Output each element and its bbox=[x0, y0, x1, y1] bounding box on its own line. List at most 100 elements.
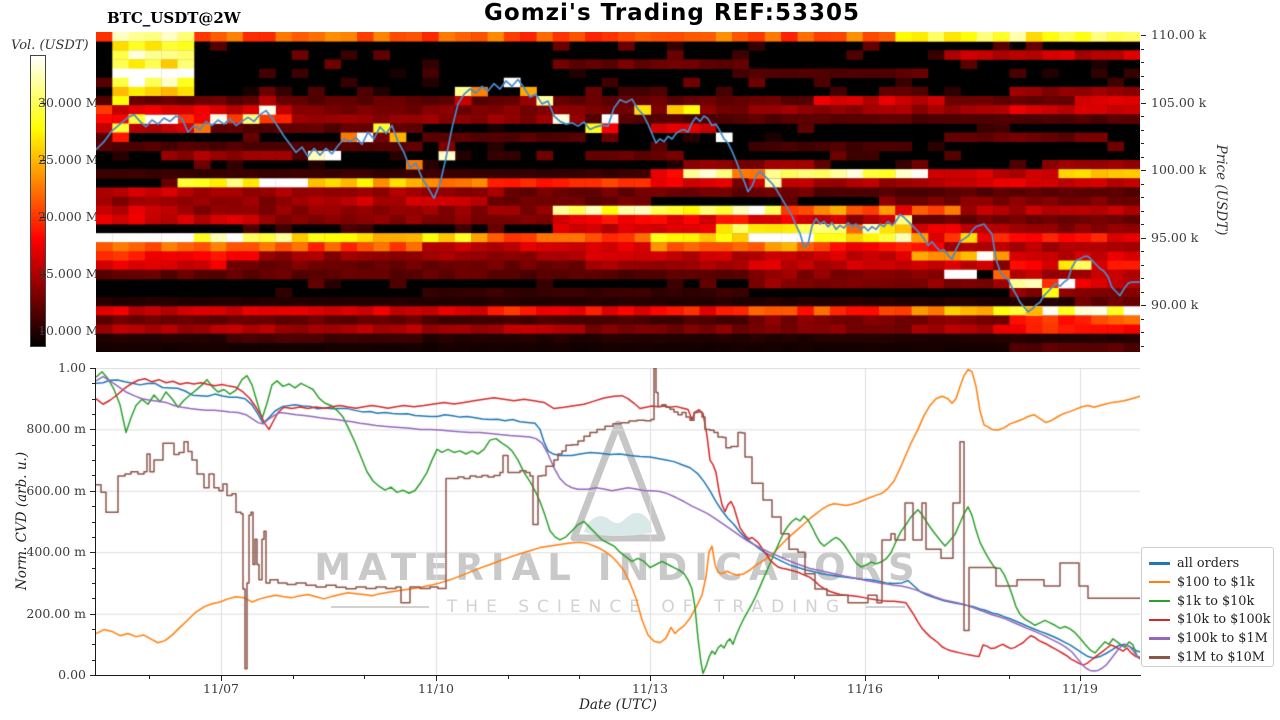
cvd-x-tick-label: 11/10 bbox=[417, 681, 455, 696]
cvd-y-minor-tick bbox=[92, 444, 95, 446]
price-minor-tick bbox=[1141, 251, 1144, 252]
price-minor-tick bbox=[1141, 62, 1144, 63]
colorbar-tick bbox=[40, 217, 46, 218]
cvd-y-minor-tick bbox=[92, 644, 95, 646]
cvd-y-minor-tick bbox=[92, 398, 95, 400]
price-minor-tick bbox=[1141, 278, 1144, 279]
cvd-y-major-tick bbox=[90, 675, 95, 676]
colorbar-tick-label: 20.000 M bbox=[38, 209, 99, 224]
price-minor-tick bbox=[1141, 264, 1144, 266]
legend-swatch-icon bbox=[1149, 618, 1170, 622]
legend-item: $1M to $10M bbox=[1149, 647, 1273, 666]
price-minor-tick bbox=[1141, 89, 1144, 90]
cvd-y-tick-label: 400.00 m bbox=[26, 544, 86, 560]
legend-item-label: all orders bbox=[1177, 556, 1240, 571]
cvd-y-major-tick bbox=[90, 368, 95, 369]
price-minor-tick bbox=[1141, 75, 1144, 77]
legend-swatch-icon bbox=[1149, 581, 1170, 584]
colorbar-tick bbox=[40, 103, 46, 104]
colorbar-tick bbox=[40, 274, 46, 275]
cvd-y-tick-label: 200.00 m bbox=[26, 605, 86, 621]
cvd-y-minor-tick bbox=[92, 383, 95, 385]
cvd-y-tick-label: 1.00 bbox=[58, 360, 86, 375]
price-minor-tick bbox=[1141, 318, 1144, 320]
cvd-x-tick-label: 11/07 bbox=[202, 681, 240, 696]
colorbar-tick-label: 10.000 M bbox=[38, 323, 99, 338]
legend-item: all orders bbox=[1149, 553, 1273, 572]
cvd-bottom-spine bbox=[95, 675, 1141, 676]
colorbar-tick-label: 25.000 M bbox=[38, 152, 99, 167]
symbol-label: BTC_USDT@2W bbox=[107, 9, 241, 27]
price-minor-tick bbox=[1141, 291, 1144, 293]
price-axis-title: Price (USDT) bbox=[1213, 144, 1229, 236]
price-minor-tick bbox=[1141, 210, 1144, 212]
cvd-y-minor-tick bbox=[92, 659, 95, 661]
price-major-tick bbox=[1141, 102, 1146, 104]
cvd-y-tick-label: 0.00 bbox=[58, 667, 86, 682]
cvd-y-tick-label: 600.00 m bbox=[26, 482, 86, 498]
cvd-x-tick-label: 11/13 bbox=[631, 681, 669, 696]
price-major-tick bbox=[1141, 237, 1146, 239]
price-minor-tick bbox=[1141, 129, 1144, 131]
legend-swatch-icon bbox=[1149, 562, 1170, 565]
cvd-y-minor-tick bbox=[92, 506, 95, 508]
legend-swatch-icon bbox=[1149, 656, 1170, 659]
colorbar-tick bbox=[40, 331, 46, 332]
cvd-x-major-tick bbox=[1080, 676, 1081, 681]
cvd-y-minor-tick bbox=[92, 582, 95, 584]
legend-swatch-icon bbox=[1149, 599, 1170, 603]
cvd-x-tick-label: 11/19 bbox=[1061, 681, 1099, 696]
price-tick-label: 95.00 k bbox=[1151, 229, 1199, 245]
cvd-y-minor-tick bbox=[92, 629, 95, 630]
colorbar-tick bbox=[40, 160, 46, 161]
legend-item: $100k to $1M bbox=[1149, 628, 1273, 647]
price-minor-tick bbox=[1141, 143, 1144, 144]
page-title: Gomzi's Trading REF:53305 bbox=[484, 0, 860, 26]
cvd-y-minor-tick bbox=[92, 475, 95, 477]
cvd-y-major-tick bbox=[90, 490, 95, 492]
cvd-x-minor-tick bbox=[1009, 676, 1011, 679]
price-tick-label: 105.00 k bbox=[1151, 94, 1207, 110]
cvd-x-minor-tick bbox=[579, 676, 581, 679]
price-minor-tick bbox=[1141, 224, 1144, 225]
price-tick-label: 100.00 k bbox=[1151, 162, 1207, 177]
cvd-x-tick-label: 11/16 bbox=[846, 681, 884, 696]
cvd-y-minor-tick bbox=[92, 598, 95, 600]
heatmap-canvas bbox=[96, 32, 1140, 352]
cvd-y-major-tick bbox=[90, 613, 95, 615]
cvd-x-minor-tick bbox=[292, 676, 294, 679]
colorbar-title: Vol. (USDT) bbox=[11, 38, 89, 53]
cvd-y-axis-title: Norm. CVD (arb. u.) bbox=[14, 451, 30, 591]
legend-item-label: $10k to $100k bbox=[1177, 612, 1271, 628]
price-minor-tick bbox=[1141, 332, 1144, 333]
price-tick-label: 110.00 k bbox=[1151, 27, 1207, 42]
legend-item: $100 to $1k bbox=[1149, 572, 1273, 591]
price-major-tick bbox=[1141, 35, 1146, 36]
cvd-y-minor-tick bbox=[92, 414, 95, 416]
cvd-x-major-tick bbox=[436, 676, 437, 681]
price-tick-label: 90.00 k bbox=[1151, 297, 1199, 312]
legend-item-label: $1k to $10k bbox=[1177, 593, 1255, 609]
colorbar-tick-label: 15.000 M bbox=[38, 266, 99, 281]
cvd-y-minor-tick bbox=[92, 521, 95, 523]
price-major-tick bbox=[1141, 305, 1146, 306]
cvd-y-major-tick bbox=[90, 429, 95, 431]
price-minor-tick bbox=[1141, 156, 1144, 158]
legend-item-label: $100k to $1M bbox=[1177, 631, 1268, 647]
price-minor-tick bbox=[1141, 183, 1144, 185]
cvd-left-spine bbox=[95, 368, 96, 676]
price-minor-tick bbox=[1141, 48, 1144, 50]
cvd-panel: MATERIAL INDICATORS THE SCIENCE OF TRADI… bbox=[96, 368, 1140, 675]
cvd-y-minor-tick bbox=[92, 536, 95, 538]
price-minor-tick bbox=[1141, 197, 1144, 198]
colorbar-tick-label: 30.000 M bbox=[38, 95, 99, 110]
cvd-x-major-tick bbox=[865, 676, 866, 681]
cvd-canvas bbox=[96, 368, 1140, 675]
cvd-x-minor-tick bbox=[364, 676, 366, 679]
cvd-x-axis-title: Date (UTC) bbox=[579, 697, 657, 713]
cvd-y-major-tick bbox=[90, 552, 95, 554]
cvd-x-minor-tick bbox=[937, 676, 939, 679]
legend-item: $10k to $100k bbox=[1149, 609, 1273, 628]
cvd-y-tick-label: 800.00 m bbox=[26, 421, 86, 437]
